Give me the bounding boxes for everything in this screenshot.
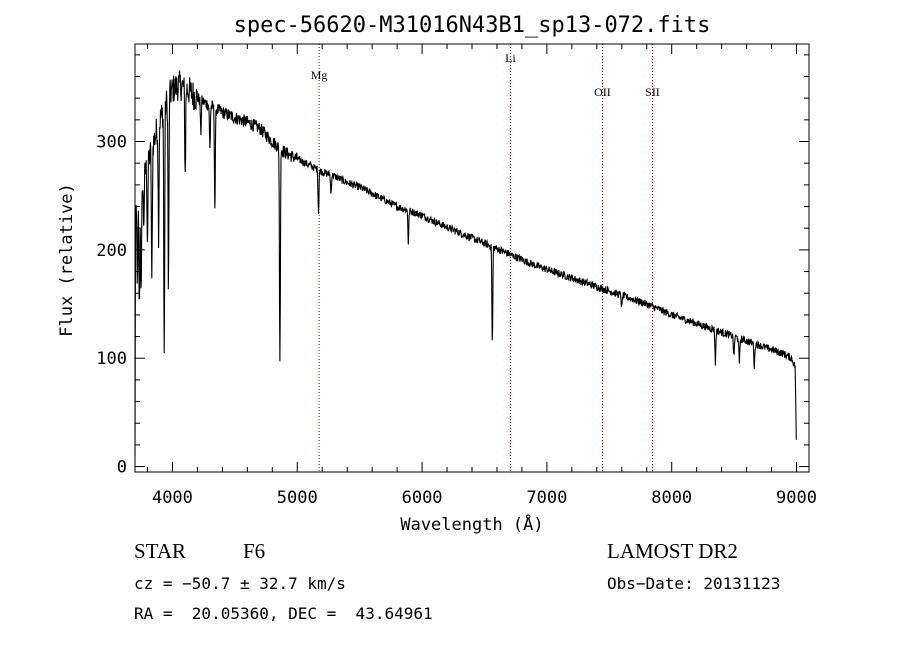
y-axis-label: Flux (relative) bbox=[57, 183, 77, 337]
x-tick-label-4000: 4000 bbox=[152, 488, 193, 508]
x-tick-label-9000: 9000 bbox=[776, 488, 817, 508]
line-marker-label-sii: SII bbox=[645, 85, 660, 99]
spectrum-line bbox=[134, 70, 797, 457]
chart-title: spec-56620-M31016N43B1_sp13-072.fits bbox=[234, 13, 711, 38]
x-tick-label-6000: 6000 bbox=[402, 488, 443, 508]
survey-name: LAMOST DR2 bbox=[607, 539, 738, 563]
x-axis-label: Wavelength (Å) bbox=[400, 513, 543, 535]
x-tick-label-8000: 8000 bbox=[651, 488, 692, 508]
plot-area: 4000 5000 6000 7000 8000 9000 0 100 200 300 Mg Li OI… bbox=[96, 44, 817, 508]
redshift-readout: cz = −50.7 ± 32.7 km/s bbox=[134, 574, 346, 593]
line-marker-label-li: Li bbox=[505, 51, 516, 65]
object-subclass: F6 bbox=[243, 539, 266, 563]
object-class: STAR bbox=[134, 539, 186, 563]
x-tick-label-7000: 7000 bbox=[526, 488, 567, 508]
y-tick-label-0: 0 bbox=[117, 458, 127, 478]
observation-date: Obs−Date: 20131123 bbox=[607, 574, 781, 593]
y-tick-label-300: 300 bbox=[96, 133, 127, 153]
line-marker-label-mg: Mg bbox=[311, 68, 328, 82]
line-marker-label-oii: OII bbox=[594, 85, 611, 99]
coordinates-readout: RA = 20.05360, DEC = 43.64961 bbox=[134, 604, 433, 623]
y-tick-label-100: 100 bbox=[96, 349, 127, 369]
y-tick-label-200: 200 bbox=[96, 241, 127, 261]
plot-frame bbox=[134, 43, 810, 473]
x-tick-label-5000: 5000 bbox=[277, 488, 318, 508]
